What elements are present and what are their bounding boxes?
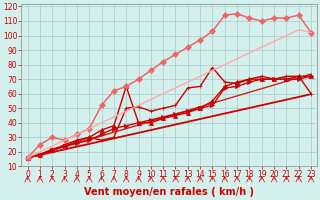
X-axis label: Vent moyen/en rafales ( km/h ): Vent moyen/en rafales ( km/h ) (84, 187, 254, 197)
